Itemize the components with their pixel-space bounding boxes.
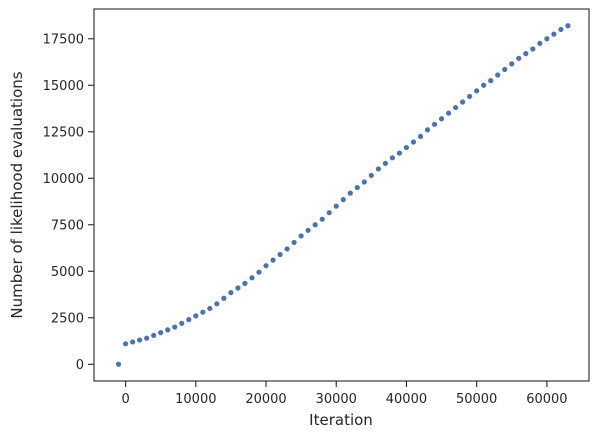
axis-ticks: 0 10000 20000 30000 40000 50000 60000 0 2500 5000… — [43, 32, 568, 407]
data-point — [144, 335, 150, 341]
x-tick-label: 40000 — [386, 392, 427, 407]
y-tick-label: 10000 — [43, 172, 84, 187]
data-point — [361, 179, 367, 185]
data-point — [417, 133, 424, 140]
x-axis-label: Iteration — [309, 411, 373, 429]
data-point — [368, 172, 374, 179]
y-tick-label: 12500 — [43, 125, 84, 140]
x-tick-label: 10000 — [175, 392, 216, 407]
x-tick-label: 20000 — [245, 392, 286, 407]
data-point — [172, 324, 178, 330]
data-point — [186, 317, 192, 323]
data-point — [270, 257, 276, 263]
data-point — [221, 295, 227, 301]
data-point — [137, 337, 143, 343]
data-point — [256, 269, 262, 275]
data-point — [319, 216, 325, 222]
data-point — [305, 227, 311, 233]
data-point — [375, 166, 381, 172]
y-tick-label: 5000 — [51, 265, 84, 280]
data-point — [495, 72, 501, 78]
data-point — [298, 233, 304, 239]
data-point — [207, 305, 213, 312]
data-point — [263, 263, 269, 269]
data-point — [396, 150, 403, 156]
data-point — [445, 110, 452, 116]
data-point — [537, 40, 543, 47]
data-point — [115, 361, 122, 367]
data-point — [488, 78, 494, 84]
data-point — [193, 313, 199, 319]
data-point — [382, 160, 388, 166]
y-axis-label: Number of likelihood evaluations — [8, 71, 26, 318]
y-tick-label: 7500 — [51, 218, 84, 233]
data-point — [424, 127, 431, 133]
data-point — [312, 222, 318, 228]
data-point — [200, 309, 206, 315]
data-point — [291, 239, 297, 246]
data-point — [474, 88, 480, 94]
data-point — [326, 210, 332, 216]
data-point — [523, 51, 529, 57]
data-point — [530, 46, 536, 52]
data-point — [284, 246, 290, 252]
data-point — [340, 197, 346, 203]
data-point — [403, 144, 410, 151]
data-point — [179, 320, 185, 326]
y-tick-label: 0 — [76, 358, 84, 373]
data-point — [452, 104, 459, 111]
data-point — [509, 61, 515, 67]
data-point — [438, 116, 445, 122]
data-point — [431, 121, 438, 127]
data-point — [228, 290, 234, 296]
data-point — [158, 330, 164, 336]
data-point — [389, 155, 396, 161]
data-point — [347, 190, 353, 196]
plot-frame — [93, 8, 590, 382]
data-point — [214, 301, 220, 307]
x-tick-label: 60000 — [526, 392, 567, 407]
data-point — [481, 82, 487, 88]
y-tick-label: 15000 — [43, 79, 84, 94]
data-point — [235, 285, 241, 291]
data-point — [122, 341, 129, 347]
data-point — [130, 339, 136, 345]
data-point — [544, 36, 550, 42]
data-point — [551, 31, 557, 37]
data-point — [467, 93, 473, 100]
x-tick-label: 50000 — [456, 392, 497, 407]
data-point — [565, 23, 571, 29]
data-point — [249, 275, 255, 281]
data-point — [354, 184, 360, 191]
data-point — [460, 99, 466, 105]
x-tick-label: 0 — [121, 392, 129, 407]
x-tick-label: 30000 — [316, 392, 357, 407]
data-points — [115, 23, 571, 367]
data-point — [151, 332, 157, 339]
data-point — [410, 139, 417, 145]
y-tick-label: 2500 — [51, 311, 84, 326]
data-point — [516, 55, 522, 61]
data-point — [277, 251, 283, 258]
data-point — [333, 203, 339, 209]
data-point — [558, 26, 564, 33]
y-tick-label: 17500 — [43, 32, 84, 47]
data-point — [502, 66, 508, 73]
data-point — [165, 327, 171, 333]
data-point — [242, 280, 248, 286]
